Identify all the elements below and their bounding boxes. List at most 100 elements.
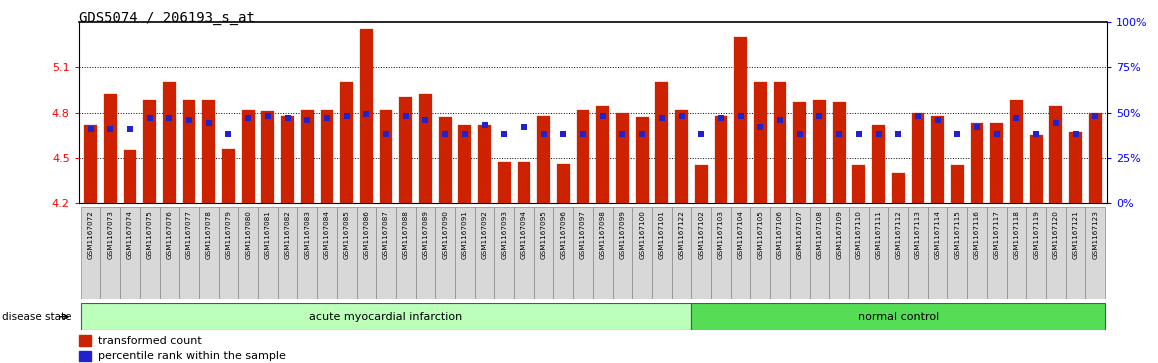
- Text: GSM1167097: GSM1167097: [580, 210, 586, 258]
- Text: GSM1167090: GSM1167090: [442, 210, 448, 258]
- Text: GSM1167111: GSM1167111: [875, 210, 881, 258]
- Bar: [222, 149, 235, 203]
- Bar: [577, 110, 589, 203]
- FancyBboxPatch shape: [868, 207, 888, 299]
- Point: [653, 115, 672, 121]
- Text: GSM1167100: GSM1167100: [639, 210, 645, 258]
- Point: [416, 117, 434, 123]
- FancyBboxPatch shape: [455, 207, 475, 299]
- Bar: [675, 110, 688, 203]
- Point: [298, 117, 316, 123]
- Bar: [990, 123, 1003, 203]
- Bar: [85, 125, 97, 203]
- Point: [435, 131, 454, 137]
- Text: GSM1167115: GSM1167115: [954, 210, 960, 258]
- Point: [870, 131, 888, 137]
- Bar: [892, 173, 904, 203]
- Bar: [695, 166, 708, 203]
- Bar: [872, 125, 885, 203]
- Bar: [104, 94, 117, 203]
- Text: normal control: normal control: [858, 312, 939, 322]
- Text: GSM1167082: GSM1167082: [285, 210, 291, 258]
- FancyBboxPatch shape: [1026, 207, 1046, 299]
- Point: [830, 131, 849, 137]
- Text: GSM1167106: GSM1167106: [777, 210, 783, 258]
- Point: [1007, 115, 1026, 121]
- FancyBboxPatch shape: [278, 207, 298, 299]
- FancyBboxPatch shape: [691, 207, 711, 299]
- FancyBboxPatch shape: [947, 207, 967, 299]
- Point: [948, 131, 967, 137]
- FancyBboxPatch shape: [849, 207, 868, 299]
- Text: GSM1167079: GSM1167079: [226, 210, 232, 258]
- FancyBboxPatch shape: [1065, 207, 1085, 299]
- FancyBboxPatch shape: [1046, 207, 1065, 299]
- Text: GSM1167107: GSM1167107: [797, 210, 802, 258]
- FancyBboxPatch shape: [81, 303, 691, 330]
- Bar: [518, 163, 530, 203]
- FancyBboxPatch shape: [652, 207, 672, 299]
- Point: [791, 131, 809, 137]
- Bar: [537, 115, 550, 203]
- FancyBboxPatch shape: [435, 207, 455, 299]
- FancyBboxPatch shape: [239, 207, 258, 299]
- Text: GSM1167120: GSM1167120: [1053, 210, 1058, 258]
- Text: GSM1167092: GSM1167092: [482, 210, 488, 258]
- Bar: [951, 166, 963, 203]
- Text: GSM1167102: GSM1167102: [698, 210, 704, 258]
- FancyBboxPatch shape: [593, 207, 613, 299]
- Point: [1086, 113, 1105, 119]
- Point: [239, 115, 257, 121]
- Bar: [79, 335, 91, 346]
- Bar: [498, 163, 511, 203]
- FancyBboxPatch shape: [317, 207, 337, 299]
- Bar: [1029, 135, 1042, 203]
- Text: GSM1167108: GSM1167108: [816, 210, 822, 258]
- Text: GSM1167119: GSM1167119: [1033, 210, 1039, 258]
- Bar: [734, 37, 747, 203]
- Bar: [911, 113, 924, 203]
- Point: [101, 126, 119, 132]
- Text: GSM1167087: GSM1167087: [383, 210, 389, 258]
- Bar: [970, 123, 983, 203]
- Text: GSM1167080: GSM1167080: [245, 210, 251, 258]
- Text: GSM1167078: GSM1167078: [206, 210, 212, 258]
- FancyBboxPatch shape: [376, 207, 396, 299]
- FancyBboxPatch shape: [1006, 207, 1026, 299]
- Point: [692, 131, 711, 137]
- Text: GSM1167088: GSM1167088: [403, 210, 409, 258]
- Text: GSM1167109: GSM1167109: [836, 210, 842, 258]
- Point: [752, 124, 770, 130]
- Bar: [124, 150, 137, 203]
- FancyBboxPatch shape: [258, 207, 278, 299]
- Text: GDS5074 / 206193_s_at: GDS5074 / 206193_s_at: [79, 11, 255, 25]
- FancyBboxPatch shape: [967, 207, 987, 299]
- FancyBboxPatch shape: [81, 207, 101, 299]
- Bar: [596, 106, 609, 203]
- FancyBboxPatch shape: [357, 207, 376, 299]
- Text: GSM1167121: GSM1167121: [1072, 210, 1078, 258]
- FancyBboxPatch shape: [613, 207, 632, 299]
- Point: [278, 115, 296, 121]
- Bar: [852, 166, 865, 203]
- FancyBboxPatch shape: [711, 207, 731, 299]
- Point: [337, 113, 356, 119]
- Bar: [262, 111, 274, 203]
- Point: [258, 113, 277, 119]
- Point: [771, 117, 790, 123]
- Text: GSM1167104: GSM1167104: [738, 210, 743, 258]
- FancyBboxPatch shape: [672, 207, 691, 299]
- Text: GSM1167094: GSM1167094: [521, 210, 527, 258]
- FancyBboxPatch shape: [987, 207, 1006, 299]
- Bar: [301, 110, 314, 203]
- FancyBboxPatch shape: [337, 207, 357, 299]
- Point: [376, 131, 395, 137]
- FancyBboxPatch shape: [298, 207, 317, 299]
- Text: GSM1167095: GSM1167095: [541, 210, 547, 258]
- Text: GSM1167072: GSM1167072: [88, 210, 94, 258]
- Text: GSM1167093: GSM1167093: [501, 210, 507, 258]
- Bar: [1069, 132, 1082, 203]
- Point: [140, 115, 159, 121]
- FancyBboxPatch shape: [101, 207, 120, 299]
- Bar: [754, 82, 767, 203]
